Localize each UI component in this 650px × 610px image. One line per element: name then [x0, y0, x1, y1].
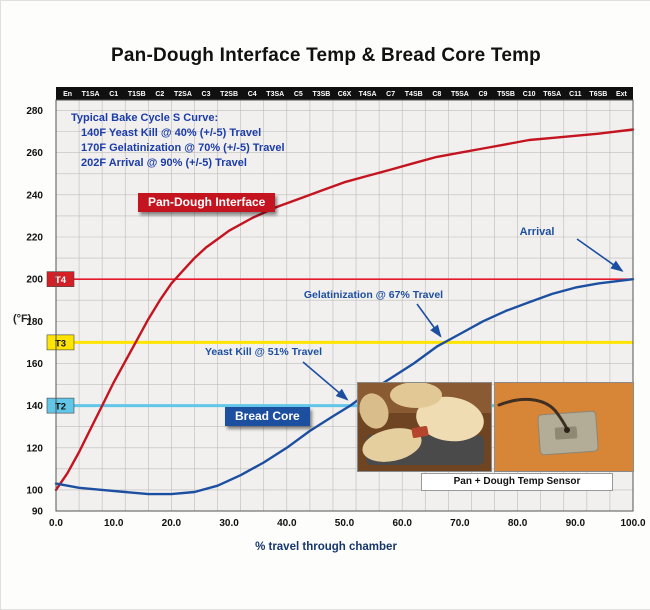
svg-text:T1SB: T1SB	[128, 91, 146, 98]
svg-text:C8: C8	[432, 91, 441, 98]
series-pan-dough-interface	[54, 128, 635, 492]
note-line: 170F Gelatinization @ 70% (+/-5) Travel	[81, 142, 285, 154]
ref-tag-label: T4	[55, 275, 67, 286]
svg-text:C2: C2	[155, 91, 164, 98]
ref-tag-label: T3	[55, 338, 66, 349]
svg-text:220: 220	[26, 233, 43, 244]
page-title: Pan-Dough Interface Temp & Bread Core Te…	[111, 45, 541, 66]
svg-text:C7: C7	[386, 91, 395, 98]
pan-dough-temp-sensor-photo	[494, 382, 634, 472]
svg-text:C9: C9	[479, 91, 488, 98]
svg-text:0.0: 0.0	[49, 518, 63, 529]
svg-text:60.0: 60.0	[392, 518, 412, 529]
svg-text:C3: C3	[202, 91, 211, 98]
x-axis-label: % travel through chamber	[255, 541, 397, 553]
svg-text:T3SB: T3SB	[312, 91, 330, 98]
y-tick-labels: 280 260 240 220 200 180 160 140 120 100 90	[26, 106, 43, 517]
svg-text:50.0: 50.0	[335, 518, 355, 529]
arrow-arrival	[576, 238, 624, 272]
svg-text:T6SB: T6SB	[589, 91, 607, 98]
svg-text:En: En	[63, 91, 72, 98]
svg-text:30.0: 30.0	[219, 518, 239, 529]
svg-text:T5SA: T5SA	[451, 91, 469, 98]
svg-text:90: 90	[32, 507, 44, 518]
svg-text:90.0: 90.0	[566, 518, 586, 529]
svg-text:200: 200	[26, 275, 43, 286]
svg-text:T3SA: T3SA	[266, 91, 284, 98]
svg-text:40.0: 40.0	[277, 518, 297, 529]
svg-text:Ext: Ext	[616, 91, 628, 98]
svg-text:160: 160	[26, 359, 43, 370]
svg-text:T1SA: T1SA	[82, 91, 100, 98]
note-line: Typical Bake Cycle S Curve:	[71, 112, 219, 124]
svg-text:20.0: 20.0	[162, 518, 182, 529]
ref-tag-t4	[46, 271, 75, 287]
svg-text:80.0: 80.0	[508, 518, 528, 529]
svg-text:T4SB: T4SB	[405, 91, 423, 98]
arrow-yeast-kill	[302, 361, 349, 401]
bake-cycle-note: Typical Bake Cycle S Curve: 140F Yeast K…	[71, 111, 285, 171]
ref-tag-t3	[46, 334, 75, 351]
ref-tag-label: T2	[55, 402, 66, 413]
y-axis-label: (°F)	[13, 313, 32, 325]
svg-text:T2SB: T2SB	[220, 91, 238, 98]
svg-text:260: 260	[26, 148, 43, 159]
zone-band	[56, 87, 633, 100]
svg-text:100.0: 100.0	[620, 518, 645, 529]
gelatinization-annotation: Gelatinization @ 67% Travel	[303, 289, 444, 301]
svg-text:240: 240	[26, 190, 43, 201]
ref-tag-t2	[46, 397, 75, 414]
svg-text:T6SA: T6SA	[543, 91, 561, 98]
svg-text:C4: C4	[248, 91, 257, 98]
note-line: 140F Yeast Kill @ 40% (+/-5) Travel	[81, 127, 262, 139]
svg-text:180: 180	[26, 317, 43, 328]
note-line: 202F Arrival @ 90% (+/-5) Travel	[81, 157, 247, 169]
dough-in-pans-photo	[357, 382, 492, 472]
svg-text:C1: C1	[109, 91, 118, 98]
x-tick-labels: 0.0 10.0 20.0 30.0 40.0 50.0 60.0 70.0 80.0 90.0 1…	[49, 518, 646, 529]
arrival-annotation: Arrival	[519, 226, 555, 238]
photo-caption: Pan + Dough Temp Sensor	[421, 473, 613, 491]
svg-text:120: 120	[26, 443, 43, 454]
svg-text:100: 100	[26, 485, 43, 496]
svg-text:140: 140	[26, 401, 43, 412]
svg-text:C11: C11	[569, 91, 582, 98]
bread-core-label: Bread Core	[225, 407, 310, 426]
svg-text:T4SA: T4SA	[359, 91, 377, 98]
yeast-kill-annotation: Yeast Kill @ 51% Travel	[204, 346, 323, 358]
zone-labels: En T1SA C1 T1SB C2 T2SA C3 T2SB C4 T3SA C5 T3SB C6X T…	[63, 91, 628, 98]
svg-text:C5: C5	[294, 91, 303, 98]
svg-text:10.0: 10.0	[104, 518, 124, 529]
series-bread-core	[54, 278, 635, 496]
plot-border	[55, 99, 634, 512]
pan-dough-interface-label: Pan-Dough Interface	[138, 193, 276, 212]
svg-text:280: 280	[26, 106, 43, 117]
svg-text:T2SA: T2SA	[174, 91, 192, 98]
svg-text:C6X: C6X	[338, 91, 352, 98]
arrow-gelatinization	[416, 303, 442, 338]
svg-text:T5SB: T5SB	[497, 91, 515, 98]
svg-text:C10: C10	[523, 91, 536, 98]
svg-text:70.0: 70.0	[450, 518, 470, 529]
